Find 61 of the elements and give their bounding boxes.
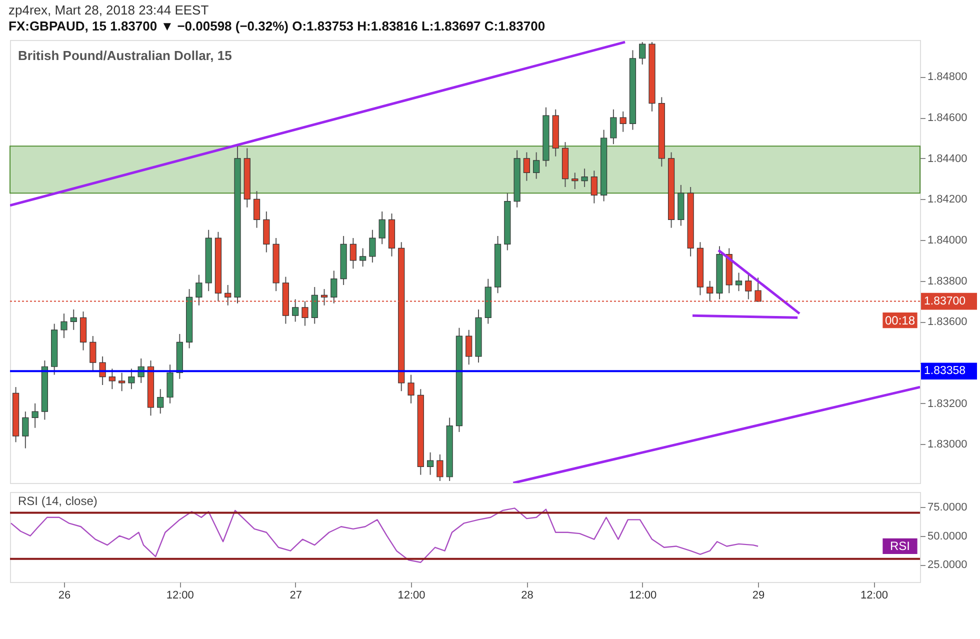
- candlestick: [639, 42, 646, 65]
- candlestick: [436, 454, 444, 482]
- candlestick: [350, 238, 356, 270]
- candlestick: [533, 152, 540, 180]
- chart-subtitle: FX:GBPAUD, 15 1.83700 ▼ −0.00598 (−0.32%) O:1.83753 H:1.83816 L:1.83697 C:1.83700: [8, 18, 546, 34]
- y-tick-label: 25.0000: [928, 559, 968, 572]
- annotation: 00:18: [884, 313, 916, 328]
- x-tick-label: 27: [290, 590, 302, 602]
- candlestick: [378, 210, 386, 245]
- candlestick: [330, 270, 338, 304]
- x-tick-label: 26: [58, 590, 71, 602]
- candlestick: [32, 402, 38, 428]
- candlestick: [60, 313, 68, 339]
- x-tick-label: 12:00: [398, 590, 426, 602]
- candlestick: [426, 452, 434, 476]
- x-tick-label: 12:00: [166, 590, 194, 602]
- y-tick-label: 75.0000: [928, 502, 968, 514]
- y-tick-label: 1.84600: [928, 112, 968, 124]
- candlestick: [369, 229, 376, 264]
- y-tick-label: 1.83600: [928, 316, 968, 328]
- candlestick: [572, 172, 578, 190]
- ref-line-label: 1.83700: [924, 295, 966, 308]
- y-tick-label: 1.84800: [928, 71, 968, 84]
- chart-title: RSI (14, close): [18, 494, 98, 508]
- candlestick: [360, 248, 366, 268]
- y-tick-label: 1.84000: [928, 234, 968, 247]
- candlestick: [292, 298, 299, 322]
- y-tick-label: 50.0000: [928, 530, 968, 542]
- y-tick-label: 1.84400: [928, 152, 968, 165]
- candlestick: [581, 168, 588, 188]
- candlestick: [620, 110, 626, 132]
- candlestick: [128, 368, 135, 390]
- y-tick-label: 1.84200: [928, 194, 968, 206]
- y-tick-label: 1.83200: [928, 398, 968, 410]
- y-tick-label: 1.83800: [928, 275, 968, 288]
- ref-line-label: 1.83358: [924, 365, 966, 378]
- candlestick: [253, 190, 260, 228]
- candlestick: [22, 411, 29, 449]
- x-tick-label: 29: [752, 590, 765, 602]
- x-tick-label: 28: [521, 590, 534, 602]
- candlestick: [70, 308, 77, 330]
- chart-title: zp4rex, Mart 28, 2018 23:44 EEST: [8, 2, 209, 18]
- candlestick: [157, 388, 164, 414]
- candlestick: [610, 108, 617, 145]
- candlestick: [118, 372, 126, 392]
- line-series: [10, 508, 759, 563]
- candlestick: [196, 274, 202, 306]
- candlestick: [745, 272, 752, 300]
- y-tick-label: 1.83000: [928, 438, 968, 451]
- candlestick: [523, 152, 530, 182]
- candlestick: [408, 374, 414, 404]
- candlestick: [311, 286, 318, 324]
- candlestick: [108, 368, 116, 390]
- candlestick: [90, 336, 96, 372]
- annotation: British Pound/Australian Dollar, 15: [18, 48, 232, 63]
- x-tick-label: 12:00: [860, 590, 888, 602]
- candlestick: [466, 329, 472, 366]
- candlestick: [735, 272, 742, 292]
- x-tick-label: 12:00: [629, 590, 657, 602]
- annotation: RSI: [890, 539, 910, 554]
- candlestick: [590, 170, 598, 204]
